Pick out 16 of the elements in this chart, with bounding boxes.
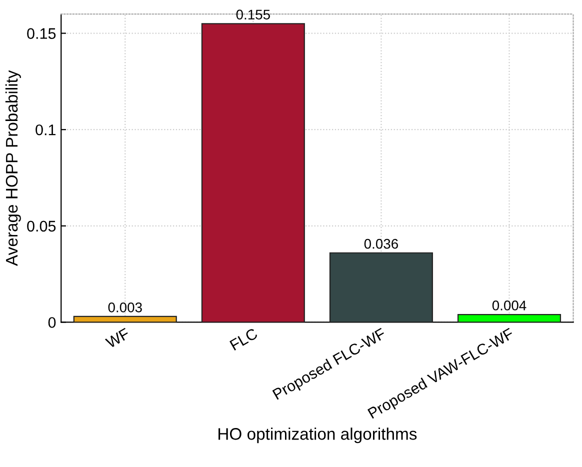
y-tick-label: 0.15 — [27, 28, 56, 39]
x-tick-label: WF — [104, 328, 130, 349]
data-label: 0.004 — [492, 300, 526, 310]
x-tick-label: FLC — [229, 328, 258, 351]
bar — [73, 316, 177, 322]
data-label: 0.036 — [364, 238, 398, 249]
y-tick-label: 0.1 — [36, 124, 56, 136]
y-axis-title: Average HOPP Probability — [5, 70, 21, 266]
y-tick-label: 0 — [48, 317, 56, 328]
x-axis-title: HO optimization algorithms — [218, 428, 417, 444]
bar — [457, 314, 562, 322]
y-tick-label: 0.05 — [27, 220, 56, 232]
data-label: 0.003 — [108, 302, 142, 312]
bar — [201, 23, 305, 322]
bar — [329, 252, 433, 322]
data-label: 0.155 — [236, 10, 270, 20]
